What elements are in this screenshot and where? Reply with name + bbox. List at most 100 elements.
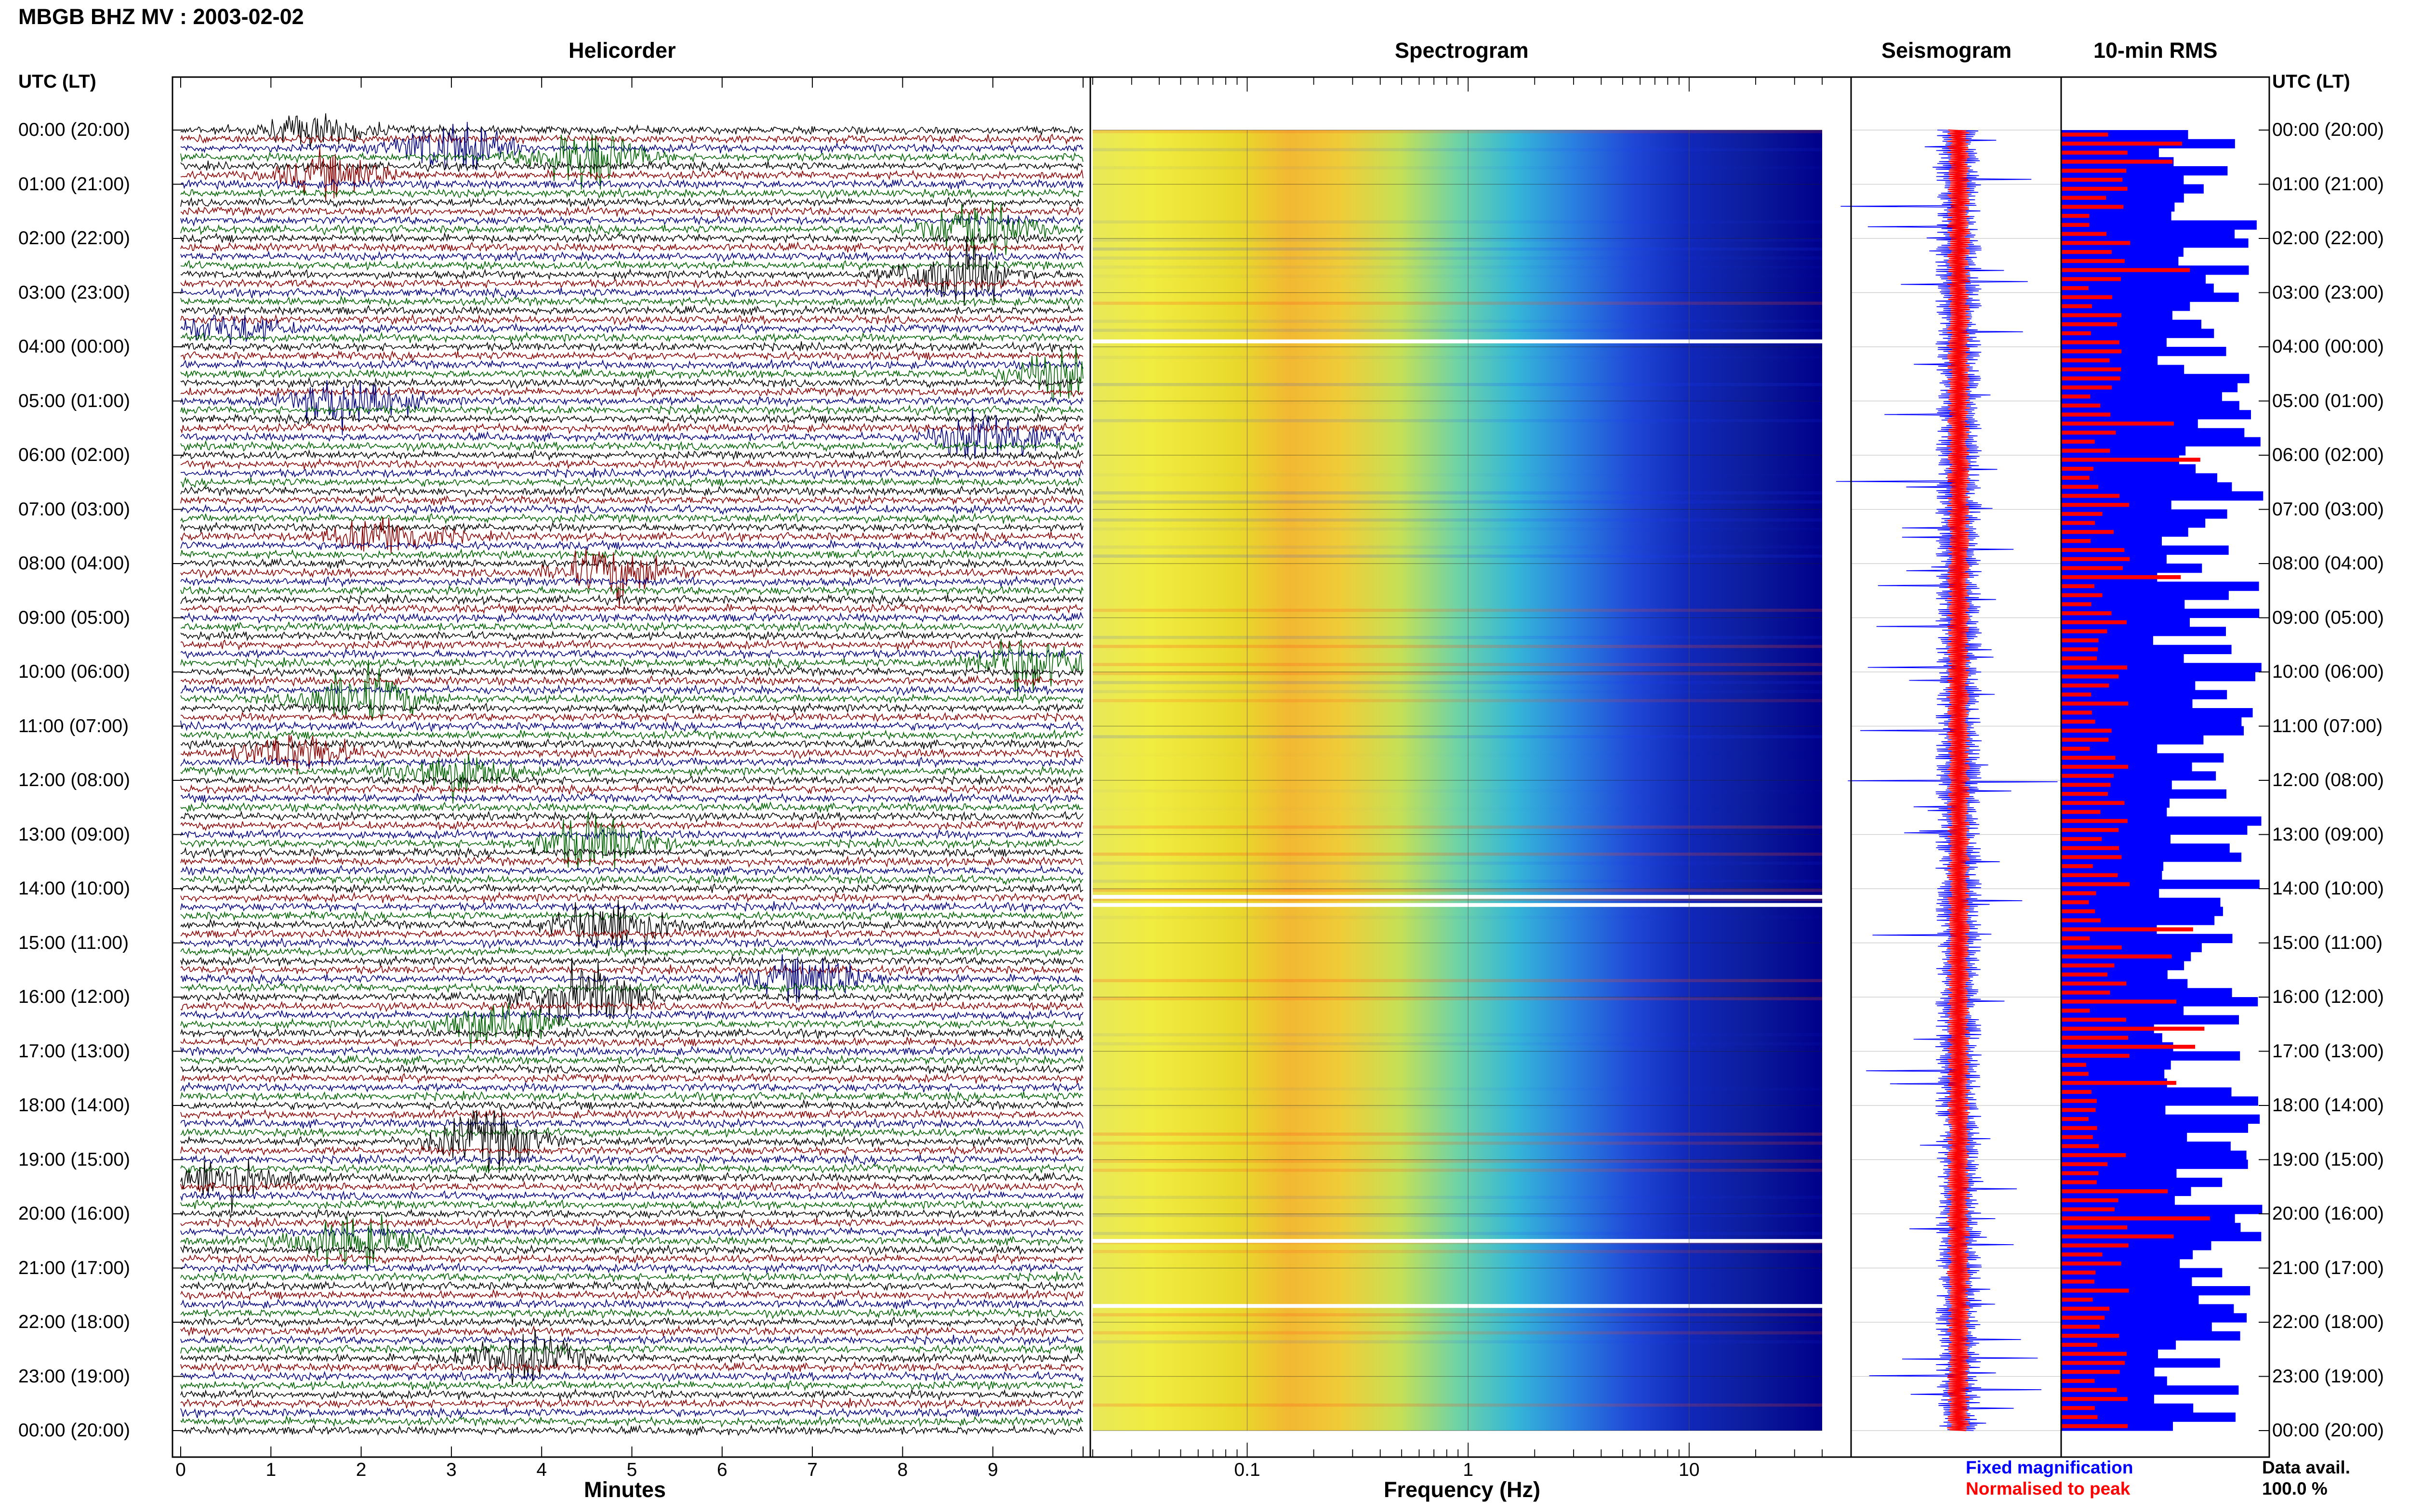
spectrogram-texture: [1093, 690, 1822, 694]
rms-normalised-bar: [2061, 593, 2103, 597]
rms-normalised-bar: [2061, 1090, 2091, 1094]
rms-normalised-bar: [2061, 1207, 2115, 1211]
helicorder-trace: [180, 873, 1084, 886]
helicorder-trace: [180, 1064, 1084, 1076]
rms-fixed-bar: [2061, 807, 2167, 817]
rms-normalised-bar: [2061, 801, 2125, 805]
rms-normalised-bar: [2061, 277, 2121, 281]
rms-normalised-bar: [2061, 1397, 2128, 1401]
helicorder-trace: [180, 647, 1084, 660]
spectrogram-texture: [1093, 1042, 1822, 1046]
rms-normalised-bar: [2061, 467, 2093, 471]
right-hour-label: 18:00 (14:00): [2272, 1095, 2384, 1116]
rms-fixed-bar: [2061, 410, 2251, 420]
rms-normalised-bar: [2061, 963, 2115, 968]
helicorder-trace: [180, 1154, 1084, 1166]
helicorder-trace: [180, 548, 1084, 609]
rms-fixed-bar: [2061, 437, 2261, 447]
left-hour-label: 01:00 (21:00): [18, 173, 131, 195]
spectrogram-texture: [1093, 1232, 1822, 1236]
rms-normalised-bar: [2061, 1334, 2119, 1338]
rms-normalised-bar: [2061, 1171, 2099, 1175]
helicorder-trace: [180, 1244, 1084, 1256]
helicorder-trace: [180, 232, 1084, 245]
spectrogram-texture: [1093, 861, 1822, 865]
spectrogram-texture: [1093, 1033, 1822, 1037]
rms-fixed-bar: [2061, 1385, 2239, 1395]
rms-normalised-bar: [2061, 503, 2130, 507]
left-hour-label: 16:00 (12:00): [18, 986, 131, 1007]
rms-fixed-bar: [2061, 428, 2245, 438]
rms-fixed-bar: [2061, 897, 2221, 907]
rms-fixed-bar: [2061, 853, 2242, 862]
rms-fixed-bar: [2061, 608, 2260, 618]
rms-normalised-bar: [2061, 846, 2119, 850]
helicorder-trace: [180, 539, 1084, 552]
rms-normalised-bar: [2061, 132, 2108, 137]
rms-title: 10-min RMS: [2093, 38, 2218, 63]
left-hour-label: 07:00 (03:00): [18, 499, 131, 520]
spectrogram-texture: [1093, 220, 1822, 224]
spectrogram-texture: [1093, 789, 1822, 793]
spectrogram-gap: [1093, 903, 1822, 907]
rms-normalised-bar: [2061, 837, 2102, 841]
rms-fixed-bar: [2061, 392, 2222, 402]
rms-fixed-bar: [2061, 1096, 2258, 1106]
rms-normalised-bar: [2061, 602, 2091, 606]
rms-normalised-bar: [2061, 638, 2099, 643]
spectrogram-texture: [1093, 166, 1822, 170]
helicorder-trace: [180, 341, 1084, 354]
rms-normalised-bar: [2061, 855, 2122, 859]
rms-fixed-bar: [2061, 789, 2226, 799]
spectrogram-texture: [1093, 130, 1822, 133]
helicorder-trace: [180, 113, 1084, 149]
helicorder-minute-tick-label: 4: [536, 1459, 547, 1480]
helicorder-minute-tick-label: 3: [446, 1459, 457, 1480]
spectrogram-texture: [1093, 853, 1822, 856]
rms-fixed-bar: [2061, 509, 2227, 519]
helicorder-trace: [180, 1415, 1084, 1428]
rms-fixed-bar: [2061, 1087, 2232, 1097]
helicorder-trace: [180, 1000, 1084, 1012]
spectrogram-texture: [1093, 148, 1822, 152]
spectrogram-texture: [1093, 401, 1822, 405]
rms-normalised-bar: [2061, 214, 2090, 218]
rms-normalised-bar: [2061, 1252, 2103, 1257]
spectrogram-frequency-tick-label: 0.1: [1234, 1459, 1260, 1480]
helicorder-trace: [180, 792, 1084, 805]
rms-normalised-bar: [2061, 331, 2091, 336]
rms-normalised-bar: [2061, 385, 2112, 390]
rms-fixed-bar: [2061, 744, 2158, 754]
right-hour-label: 03:00 (23:00): [2272, 282, 2384, 303]
spectrogram-texture: [1093, 997, 1822, 1000]
rms-fixed-bar: [2061, 600, 2185, 609]
left-hour-label: 09:00 (05:00): [18, 607, 131, 628]
helicorder-trace: [180, 260, 1084, 272]
rms-fixed-bar: [2061, 880, 2260, 889]
rms-normalised-bar: [2061, 674, 2119, 679]
rms-fixed-bar: [2061, 1006, 2184, 1016]
helicorder-trace: [180, 1081, 1084, 1094]
helicorder-trace: [180, 783, 1084, 796]
helicorder-trace: [180, 603, 1084, 615]
seismogram-panel: [1836, 76, 2062, 1458]
helicorder-trace: [180, 1217, 1084, 1229]
helicorder-trace: [180, 386, 1084, 398]
left-hour-label: 23:00 (19:00): [18, 1366, 131, 1387]
helicorder-trace: [180, 630, 1084, 642]
helicorder-trace: [180, 1072, 1084, 1085]
rms-fixed-bar: [2061, 681, 2196, 691]
figure-title: MBGB BHZ MV : 2003-02-02: [18, 4, 304, 29]
rms-fixed-bar: [2061, 907, 2223, 916]
spectrogram-texture: [1093, 1313, 1822, 1316]
left-hour-label: 00:00 (20:00): [18, 119, 131, 140]
rms-fixed-bar: [2061, 690, 2227, 699]
helicorder-trace: [180, 1002, 1084, 1050]
rms-normalised-bar: [2061, 358, 2110, 363]
spectrogram-texture: [1093, 672, 1822, 675]
right-hour-label: 12:00 (08:00): [2272, 770, 2384, 790]
rms-fixed-bar: [2061, 816, 2262, 826]
spectrogram-texture: [1093, 1196, 1822, 1199]
rms-normalised-bar: [2061, 1370, 2120, 1374]
